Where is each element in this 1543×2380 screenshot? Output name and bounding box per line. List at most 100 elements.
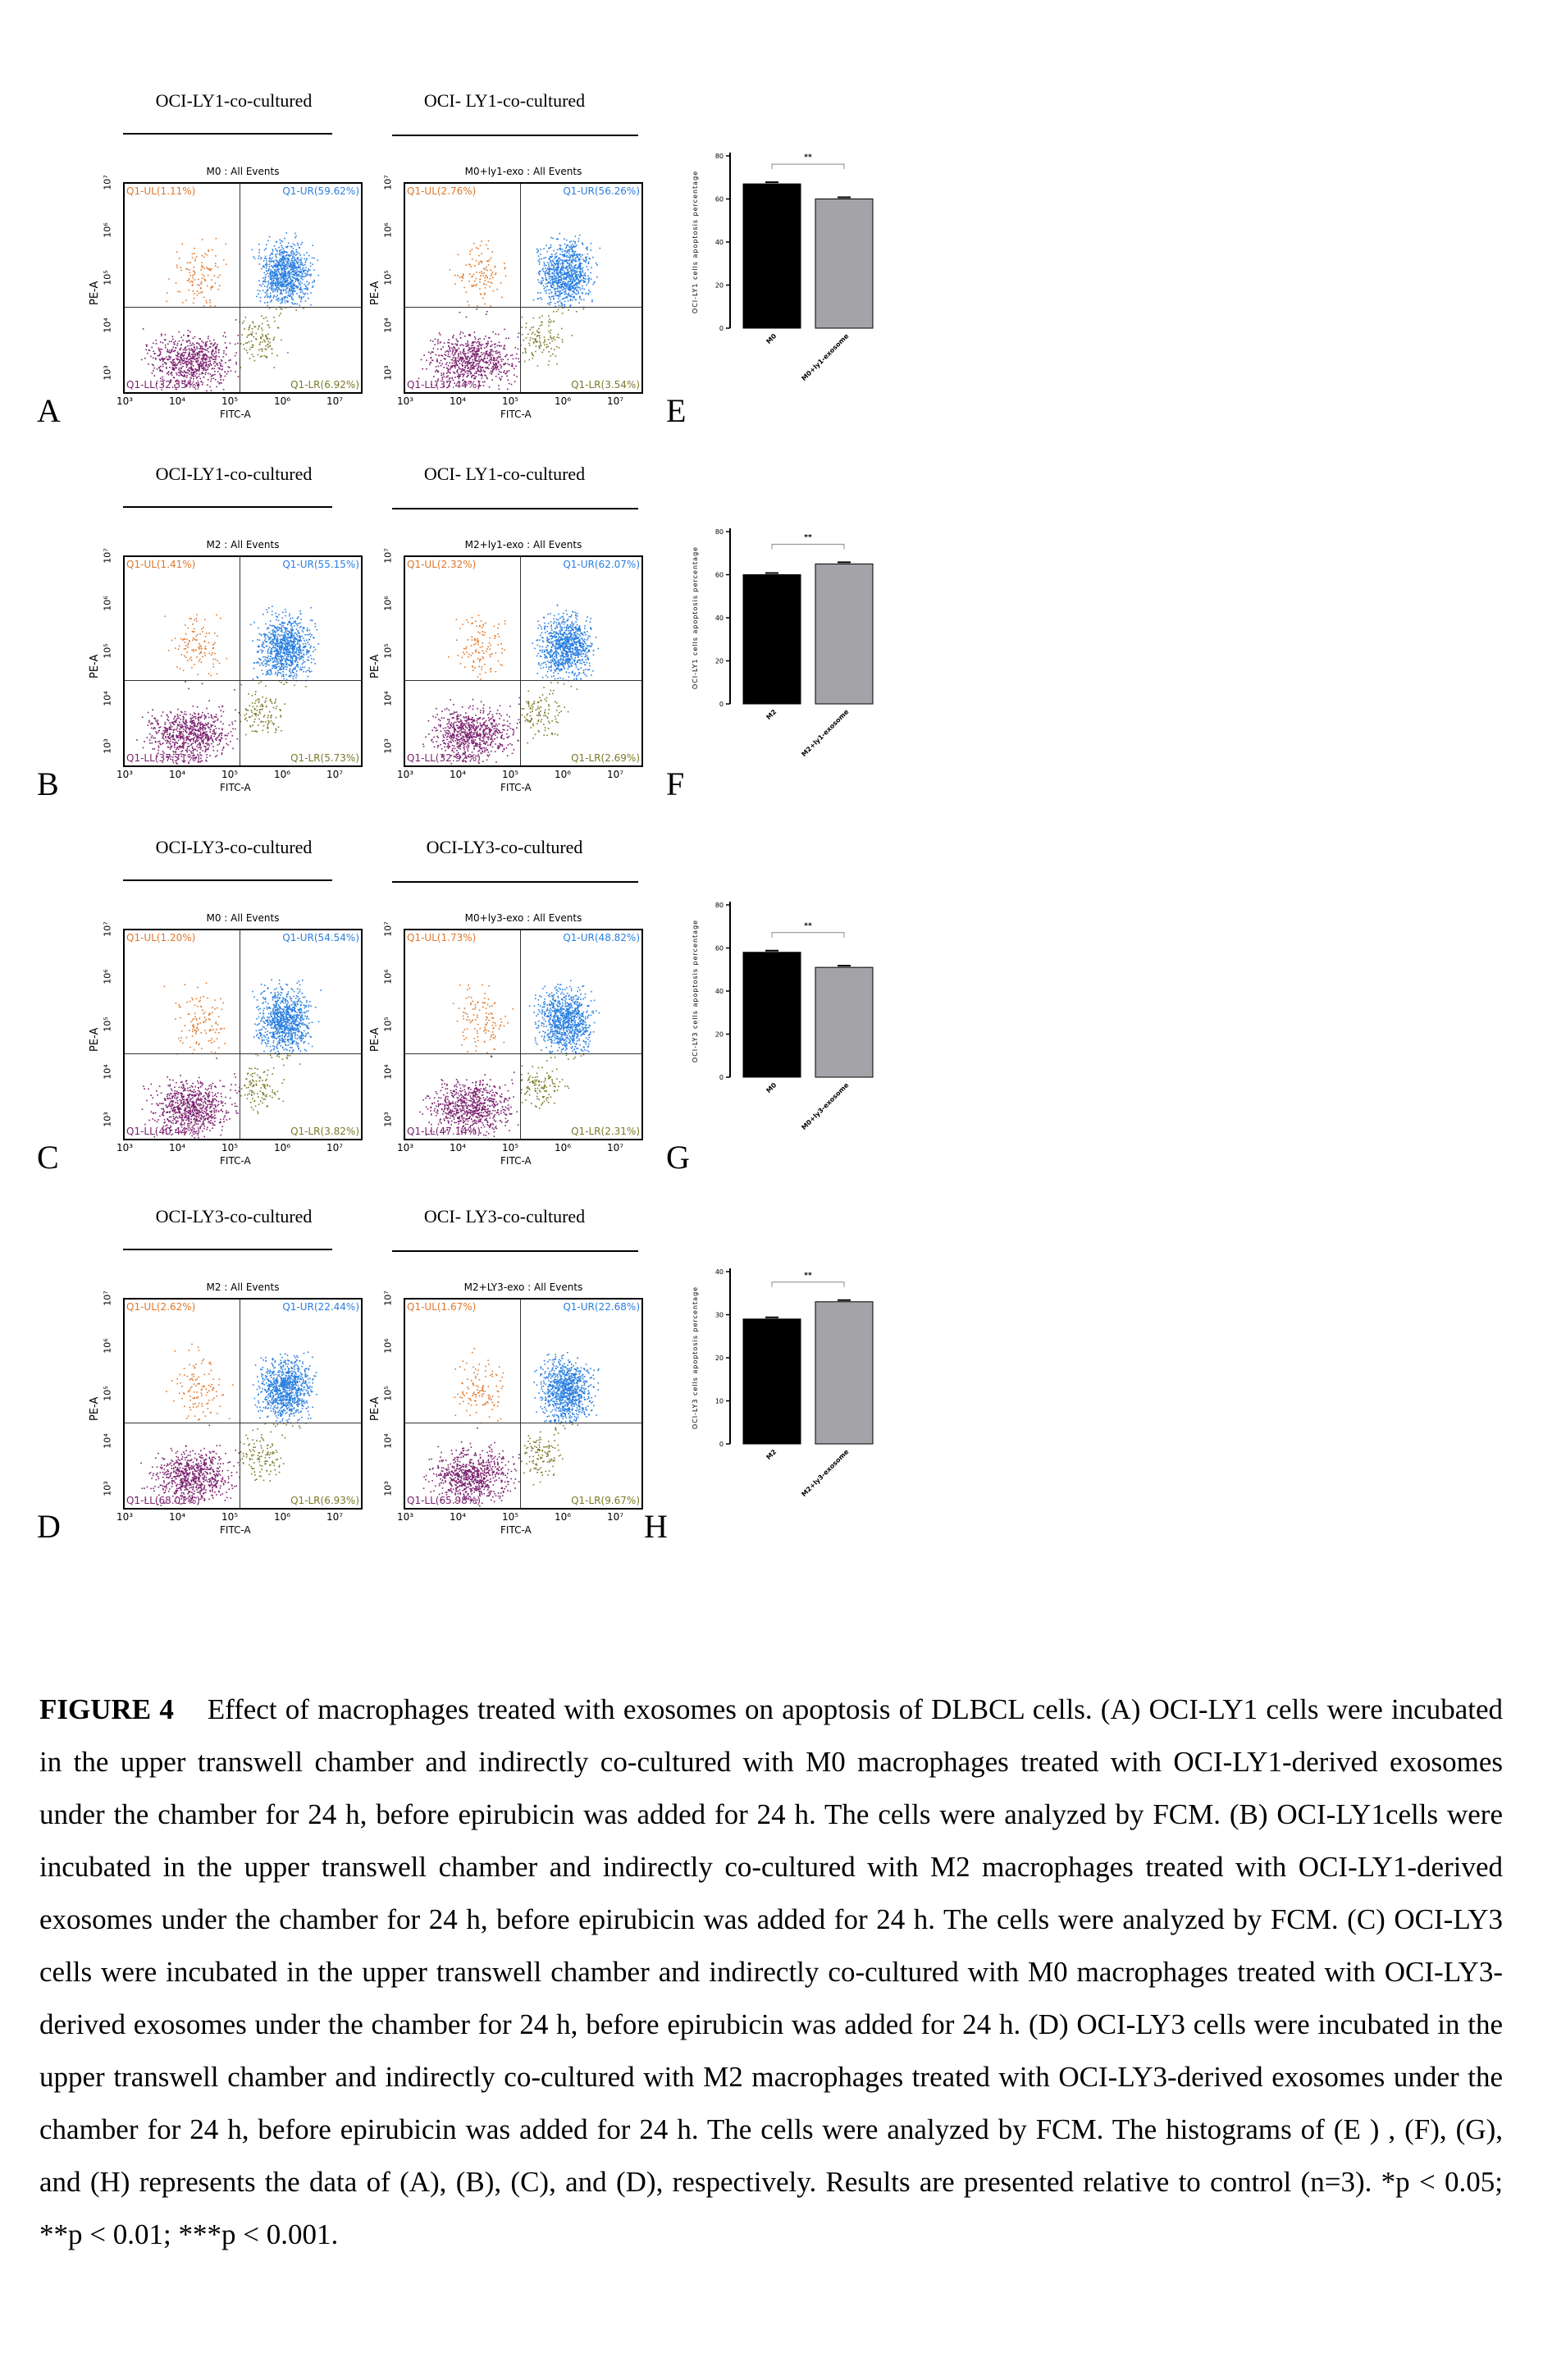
row-title-left: OCI-LY3-co-cultured <box>155 1206 313 1227</box>
y-tick-label: 20 <box>715 658 724 665</box>
quadrant-ll-label: Q1-LL(32.92%) <box>407 752 481 764</box>
panel-letter-E: E <box>666 392 687 429</box>
y-axis-label: PE-A <box>89 1396 101 1421</box>
significance-label: ** <box>804 153 812 162</box>
quadrant-ur-label: Q1-UR(59.62%) <box>282 185 359 197</box>
x-tick-label: 10³ <box>116 1511 134 1523</box>
quadrant-lr-label: Q1-LR(2.69%) <box>571 752 640 764</box>
y-tick-label: 10⁶ <box>382 596 394 611</box>
y-tick-label: 60 <box>715 945 724 952</box>
flow-cytometry-plot: M2 : All Events Q1-UL(1.41%) Q1-UR(55.15%)… <box>123 539 363 767</box>
significance-label: ** <box>804 922 812 930</box>
quadrant-ll-label: Q1-LL(65.98%) <box>407 1495 481 1506</box>
flow-cytometry-plot: M2+ly1-exo : All Events Q1-UL(2.32%) Q1-UR… <box>404 539 643 767</box>
y-tick-label: 30 <box>715 1312 724 1319</box>
figure-caption: FIGURE 4 Effect of macrophages treated w… <box>39 1683 1503 2261</box>
quadrant-lr-label: Q1-LR(6.93%) <box>290 1495 359 1506</box>
quadrant-ur-label: Q1-UR(48.82%) <box>563 932 640 943</box>
y-tick-label: 20 <box>715 282 724 290</box>
bar-M0 <box>742 952 801 1078</box>
y-tick-label: 10⁷ <box>102 1290 113 1306</box>
y-tick-label: 40 <box>715 614 724 622</box>
y-tick-label: 10⁷ <box>382 548 394 564</box>
quadrant-lr-label: Q1-LR(6.92%) <box>290 379 359 391</box>
y-tick-label: 10⁴ <box>102 1064 113 1080</box>
x-tick-label: 10⁴ <box>450 1511 467 1523</box>
plot-header: M2 : All Events <box>206 539 280 550</box>
title-underline <box>392 135 638 136</box>
x-tick-label: 10⁵ <box>221 769 239 780</box>
scatter-dots <box>140 232 320 392</box>
x-tick-label: 10⁴ <box>450 395 467 407</box>
title-underline <box>123 1249 332 1250</box>
x-tick-label: 10⁴ <box>450 1142 467 1153</box>
significance-bracket <box>771 543 845 550</box>
scatter-dots <box>419 980 600 1137</box>
y-tick-label: 10⁶ <box>382 222 394 238</box>
x-tick-label: 10⁷ <box>326 1511 344 1523</box>
y-tick-label: 10³ <box>382 1481 394 1496</box>
title-underline <box>123 133 332 135</box>
scatter-dots <box>422 1348 600 1507</box>
title-underline <box>392 1250 638 1252</box>
row-title-left: OCI-LY1-co-cultured <box>155 464 313 484</box>
y-tick-label: 10³ <box>382 738 394 754</box>
quadrant-ul-label: Q1-UL(2.76%) <box>407 185 477 197</box>
x-tick-label: 10⁴ <box>450 769 467 780</box>
quadrant-gate-vertical <box>520 184 521 392</box>
y-tick-label: 10⁶ <box>102 969 113 984</box>
quadrant-gate-horizontal <box>405 307 641 308</box>
quadrant-ul-label: Q1-UL(1.11%) <box>126 185 196 197</box>
quadrant-ur-label: Q1-UR(22.44%) <box>282 1301 359 1313</box>
quadrant-gate-vertical <box>520 930 521 1139</box>
flow-cytometry-plot: M0 : All Events Q1-UL(1.11%) Q1-UR(59.62%)… <box>123 166 363 394</box>
x-tick-label: 10⁶ <box>555 769 572 780</box>
quadrant-ur-label: Q1-UR(22.68%) <box>563 1301 640 1313</box>
x-category-label: M2 <box>765 708 778 721</box>
scatter-dots <box>422 604 600 765</box>
y-tick-label: 10⁷ <box>102 175 113 190</box>
flow-cytometry-plot: M2+LY3-exo : All Events Q1-UL(1.67%) Q1-UR… <box>404 1281 643 1510</box>
y-tick-label: 10³ <box>102 1481 113 1496</box>
y-tick-label: 10⁷ <box>382 175 394 190</box>
significance-bracket <box>771 163 845 170</box>
y-axis-label: PE-A <box>89 654 101 678</box>
panel-letter-F: F <box>666 765 685 802</box>
y-tick-label: 10⁵ <box>382 643 394 659</box>
quadrant-ll-label: Q1-LL(32.35%) <box>126 379 200 391</box>
quadrant-gate-horizontal <box>125 307 361 308</box>
x-tick-label: 10⁷ <box>326 395 344 407</box>
quadrant-ll-label: Q1-LL(40.44%) <box>126 1126 200 1137</box>
panel-letter-D: D <box>37 1508 61 1545</box>
row-title-left: OCI-LY1-co-cultured <box>155 90 313 111</box>
x-tick-label: 10⁵ <box>221 395 239 407</box>
significance-label: ** <box>804 1272 812 1280</box>
y-axis-label: OCI-LY1 cells apoptosis percentage <box>692 171 699 313</box>
x-category-label: M0 <box>765 332 778 345</box>
row-title-right: OCI- LY1-co-cultured <box>423 90 586 111</box>
bar-M0+ly1-exosome <box>815 199 874 329</box>
y-tick-label: 0 <box>719 325 724 332</box>
y-tick-label: 10⁷ <box>382 1290 394 1306</box>
x-tick-label: 10⁷ <box>607 769 624 780</box>
quadrant-ll-label: Q1-LL(68.01%) <box>126 1495 200 1506</box>
figure-label: FIGURE 4 <box>39 1693 174 1725</box>
plot-header: M2+LY3-exo : All Events <box>463 1281 583 1293</box>
quadrant-lr-label: Q1-LR(2.31%) <box>571 1126 640 1137</box>
y-tick-label: 10⁵ <box>102 643 113 659</box>
y-tick-label: 10⁵ <box>102 1386 113 1401</box>
y-tick-label: 10⁵ <box>382 1386 394 1401</box>
x-axis-label: FITC-A <box>500 409 532 420</box>
flow-cytometry-plot: M0 : All Events Q1-UL(1.20%) Q1-UR(54.54%)… <box>123 912 363 1140</box>
y-axis-label: PE-A <box>369 654 381 678</box>
scatter-dots <box>135 1343 317 1506</box>
y-axis-label: OCI-LY3 cells apoptosis percentage <box>692 920 699 1062</box>
y-tick-label: 10⁷ <box>102 548 113 564</box>
plot-header: M2+ly1-exo : All Events <box>464 539 582 550</box>
bar-M0 <box>742 183 801 329</box>
title-underline <box>123 506 332 508</box>
y-axis-label: OCI-LY1 cells apoptosis percentage <box>692 546 699 689</box>
bar-M2+ly3-exosome <box>815 1301 874 1445</box>
panel-letter-A: A <box>37 392 61 429</box>
quadrant-gate-vertical <box>520 557 521 765</box>
